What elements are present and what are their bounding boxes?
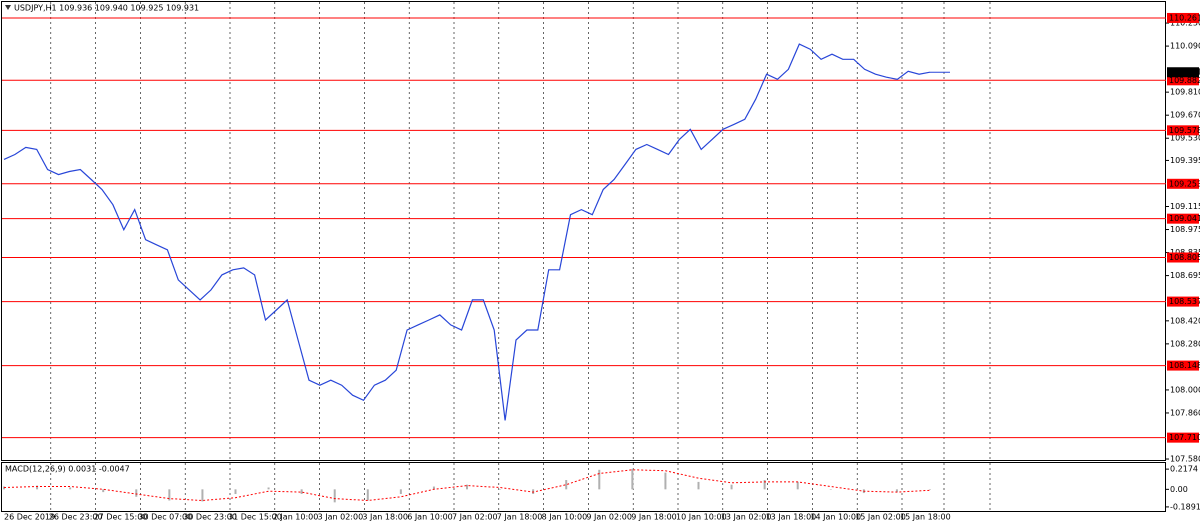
y-tick-label: 110.090 [1170, 42, 1200, 51]
x-tick-label: 2 Jan 10:00 [273, 513, 319, 522]
y-tick-label: 108.000 [1170, 385, 1200, 394]
level-label-box [1167, 125, 1199, 136]
macd-bar [366, 489, 369, 501]
price-line [3, 43, 931, 421]
level-label: 110.261 [1169, 13, 1200, 22]
level-label: 107.710 [1169, 433, 1200, 442]
macd-title: MACD(12,26,9) 0.0031 -0.0047 [5, 465, 130, 474]
level-label-box [1167, 213, 1199, 224]
x-tick-label: 31 Dec 15:00 [228, 513, 282, 522]
current-price-box [1167, 67, 1199, 78]
x-tick-label: 3 Jan 02:00 [318, 513, 364, 522]
level-label: 109.578 [1169, 126, 1200, 135]
level-label-box [1167, 252, 1199, 263]
macd-bar [3, 486, 5, 490]
y-tick-label: 107.580 [1170, 455, 1200, 464]
macd-bar [135, 489, 138, 497]
macd-bar [598, 469, 601, 490]
y-tick-label: 0.2174 [1170, 465, 1198, 474]
macd-bar [829, 489, 832, 490]
macd-bar [333, 489, 336, 503]
macd-bar [466, 484, 468, 490]
x-tick-label: 27 Dec 15:00 [94, 513, 148, 522]
main-panel [1, 1, 1166, 461]
y-tick-label: 107.860 [1170, 408, 1200, 417]
macd-bar [763, 480, 766, 490]
x-tick-label: 15 Jan 18:00 [900, 513, 951, 522]
y-tick-label: 108.695 [1170, 271, 1200, 280]
level-label-box [1167, 178, 1199, 189]
y-tick-label: 109.395 [1170, 156, 1200, 165]
x-tick-label: 8 Jan 10:00 [542, 513, 588, 522]
y-tick-label: 108.280 [1170, 339, 1200, 348]
chart-title: USDJPY,H1 109.936 109.940 109.925 109.93… [14, 4, 199, 13]
x-tick-label: 14 Jan 10:00 [810, 513, 861, 522]
y-tick-label: 109.115 [1170, 202, 1200, 211]
macd-bar [234, 489, 237, 494]
macd-bar [796, 481, 799, 490]
y-tick-label: 109.530 [1170, 134, 1200, 143]
y-tick-label: 110.230 [1170, 19, 1200, 28]
y-tick-label: 108.420 [1170, 316, 1200, 325]
level-label: 109.253 [1169, 179, 1200, 188]
x-tick-label: 13 Jan 02:00 [721, 513, 772, 522]
y-tick-label: 109.670 [1170, 111, 1200, 120]
macd-bar [168, 489, 171, 501]
level-label: 108.148 [1169, 361, 1200, 370]
macd-bar [69, 487, 72, 490]
level-label: 109.041 [1169, 214, 1200, 223]
macd-bar [499, 489, 502, 490]
macd-bar [399, 489, 402, 494]
x-tick-label: 30 Dec 07:00 [138, 513, 192, 522]
macd-bar [267, 487, 270, 490]
x-tick-label: 6 Jan 10:00 [407, 513, 453, 522]
x-tick-label: 7 Jan 02:00 [452, 513, 498, 522]
level-label: 108.805 [1169, 253, 1200, 262]
x-tick-label: 3 Jan 18:00 [362, 513, 408, 522]
macd-bar [697, 481, 700, 490]
macd-bar [102, 489, 105, 493]
x-tick-label: 30 Dec 23:00 [183, 513, 237, 522]
level-label-box [1167, 75, 1199, 86]
level-label-box [1167, 432, 1199, 443]
x-tick-label: 7 Jan 18:00 [497, 513, 543, 522]
x-tick-label: 9 Jan 18:00 [631, 513, 677, 522]
level-label: 108.537 [1169, 297, 1200, 306]
current-price-label: 109.931 [1169, 68, 1200, 77]
macd-bar [929, 489, 931, 490]
macd-bar [432, 486, 435, 490]
x-tick-label: 13 Jan 18:00 [766, 513, 817, 522]
macd-panel [1, 462, 1166, 512]
level-label-box [1167, 296, 1199, 307]
x-tick-label: 26 Dec 2019 [4, 513, 55, 522]
macd-bar [201, 489, 204, 502]
macd-bar [895, 489, 898, 493]
symbol-icon [5, 5, 11, 10]
macd-bar [300, 489, 303, 494]
x-tick-label: 9 Jan 02:00 [586, 513, 632, 522]
y-tick-label: 109.810 [1170, 88, 1200, 97]
level-label-box [1167, 360, 1199, 371]
macd-bar [631, 468, 634, 490]
level-label: 109.882 [1169, 76, 1200, 85]
x-tick-label: 26 Dec 23:00 [49, 513, 103, 522]
macd-bar [36, 485, 39, 490]
x-tick-label: 10 Jan 10:00 [676, 513, 727, 522]
macd-bar [730, 484, 733, 490]
macd-bar [664, 472, 667, 490]
x-tick-label: 15 Jan 02:00 [855, 513, 906, 522]
y-tick-label: -0.1891 [1170, 502, 1200, 511]
macd-bar [565, 480, 568, 490]
y-tick-label: 108.975 [1170, 225, 1200, 234]
level-label-box [1167, 12, 1199, 23]
y-tick-label: 0.00 [1170, 485, 1188, 494]
